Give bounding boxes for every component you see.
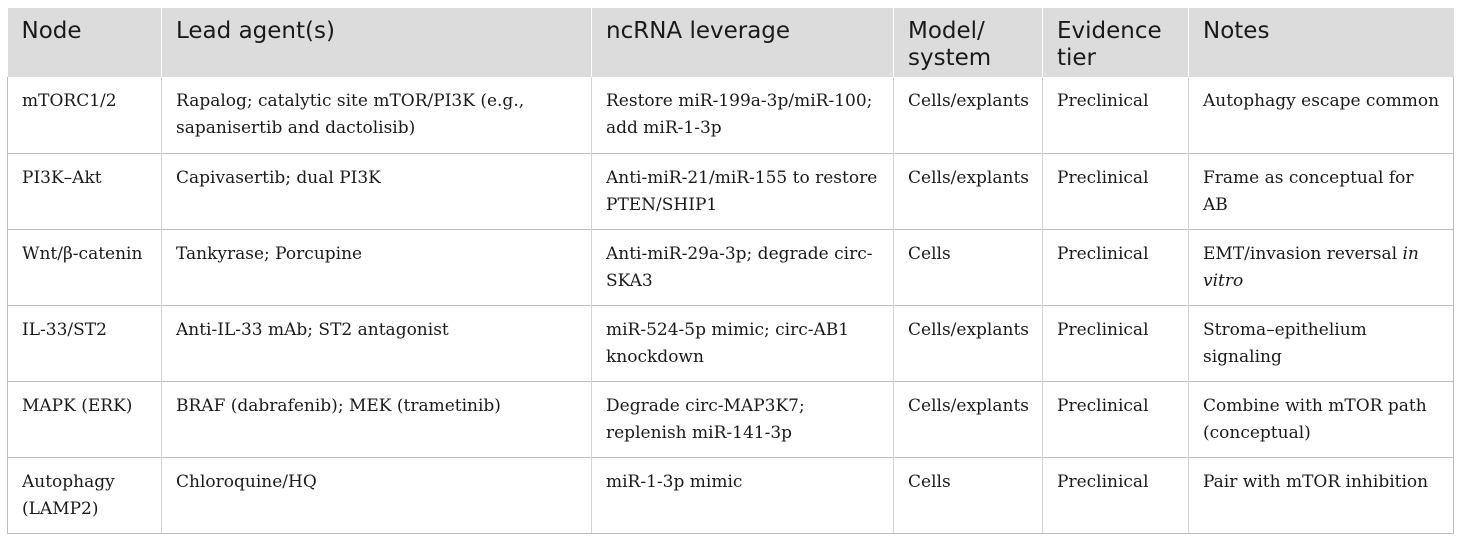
cell-ncrna-leverage: Restore miR-199a-3p/miR-100; add miR-1-3…	[591, 77, 894, 153]
cell-evidence-tier: Preclinical	[1042, 152, 1189, 229]
cell-model-system: Cells/explants	[893, 152, 1043, 229]
cell-node: Wnt/β-catenin	[7, 228, 162, 305]
table-row: PI3K–Akt Capivasertib; dual PI3K Anti-mi…	[7, 152, 1454, 229]
table-row: MAPK (ERK) BRAF (dabrafenib); MEK (trame…	[7, 380, 1454, 457]
header-evidence-tier: Evidence tier	[1042, 8, 1189, 77]
header-ncrna-leverage: ncRNA leverage	[591, 8, 894, 77]
header-notes: Notes	[1203, 18, 1270, 44]
table-row: Wnt/β-catenin Tankyrase; Porcupine Anti-…	[7, 228, 1454, 305]
cell-notes: Pair with mTOR inhibition	[1188, 456, 1454, 534]
cell-model-system: Cells	[893, 228, 1043, 305]
cell-node: MAPK (ERK)	[7, 380, 162, 457]
cell-ncrna-leverage: miR-524-5p mimic; circ-AB1 knockdown	[591, 304, 894, 381]
header-row: Node Lead agent(s) ncRNA leverage Model/…	[7, 8, 1454, 77]
cell-lead-agents: Tankyrase; Porcupine	[161, 228, 592, 305]
cell-ncrna-leverage: miR-1-3p mimic	[591, 456, 894, 534]
notes-text: EMT/invasion reversal	[1203, 243, 1403, 264]
cell-node: IL-33/ST2	[7, 304, 162, 381]
cell-lead-agents: Capivasertib; dual PI3K	[161, 152, 592, 229]
cell-evidence-tier: Preclinical	[1042, 456, 1189, 534]
header-node: Node	[7, 8, 162, 77]
cell-node: mTORC1/2	[7, 77, 162, 153]
table-row: IL-33/ST2 Anti-IL-33 mAb; ST2 antagonist…	[7, 304, 1454, 381]
cell-ncrna-leverage: Anti-miR-29a-3p; degrade circ-SKA3	[591, 228, 894, 305]
cell-model-system: Cells/explants	[893, 380, 1043, 457]
cell-model-system: Cells/explants	[893, 304, 1043, 381]
table-row: Autophagy (LAMP2) Chloroquine/HQ miR-1-3…	[7, 456, 1454, 534]
cell-node: PI3K–Akt	[7, 152, 162, 229]
cell-notes: EMT/invasion reversal in vitro	[1188, 228, 1454, 305]
cell-notes: Combine with mTOR path (conceptual)	[1188, 380, 1454, 457]
header-model-system: Model/ system	[893, 8, 1043, 77]
table-header: Node Lead agent(s) ncRNA leverage Model/…	[7, 8, 1454, 77]
cell-ncrna-leverage: Anti-miR-21/miR-155 to restore PTEN/SHIP…	[591, 152, 894, 229]
cell-evidence-tier: Preclinical	[1042, 228, 1189, 305]
cell-evidence-tier: Preclinical	[1042, 77, 1189, 153]
table-body: mTORC1/2 Rapalog; catalytic site mTOR/PI…	[7, 77, 1454, 534]
cell-lead-agents: Rapalog; catalytic site mTOR/PI3K (e.g.,…	[161, 77, 592, 153]
table-container: Node Lead agent(s) ncRNA leverage Model/…	[7, 8, 1454, 534]
therapy-table: Node Lead agent(s) ncRNA leverage Model/…	[7, 8, 1454, 534]
cell-model-system: Cells/explants	[893, 77, 1043, 153]
cell-evidence-tier: Preclinical	[1042, 304, 1189, 381]
cell-node: Autophagy (LAMP2)	[7, 456, 162, 534]
cell-notes: Autophagy escape common	[1188, 77, 1454, 153]
cell-notes: Frame as conceptual for AB	[1188, 152, 1454, 229]
notes-italic-text: in vitro	[1203, 243, 1419, 291]
table-row: mTORC1/2 Rapalog; catalytic site mTOR/PI…	[7, 77, 1454, 153]
cell-model-system: Cells	[893, 456, 1043, 534]
cell-lead-agents: Chloroquine/HQ	[161, 456, 592, 534]
cell-ncrna-leverage: Degrade circ-MAP3K7; replenish miR-141-3…	[591, 380, 894, 457]
cell-lead-agents: BRAF (dabrafenib); MEK (trametinib)	[161, 380, 592, 457]
header-lead-agents: Lead agent(s)	[161, 8, 592, 77]
cell-evidence-tier: Preclinical	[1042, 380, 1189, 457]
cell-notes: Stroma–epithelium signaling	[1188, 304, 1454, 381]
cell-lead-agents: Anti-IL-33 mAb; ST2 antagonist	[161, 304, 592, 381]
